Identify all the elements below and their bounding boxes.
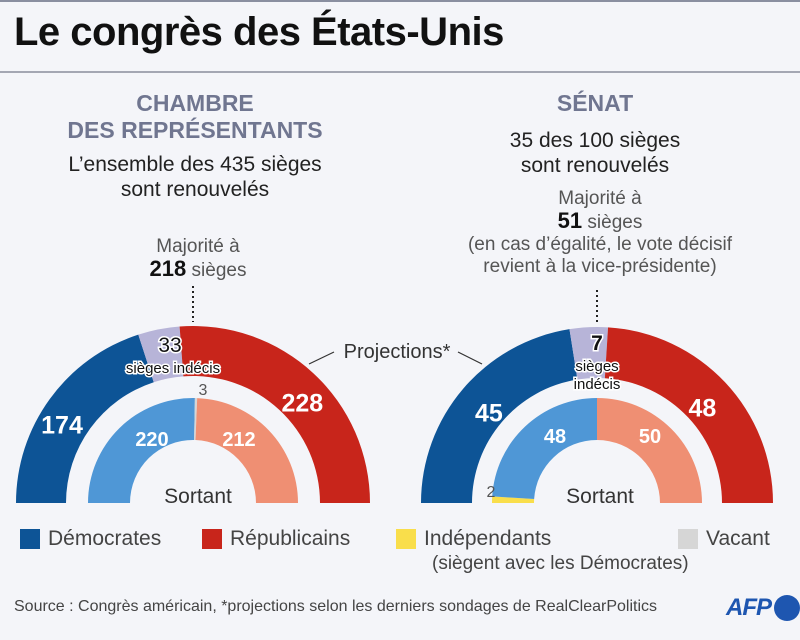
- senate-label-undecided-line1: sièges: [575, 358, 618, 375]
- senate-label-democrats: 45: [475, 400, 503, 428]
- house-label-undecided: 33: [158, 334, 181, 357]
- legend-item-republicans: Républicains: [202, 527, 350, 551]
- house-heading-line1: CHAMBRE: [136, 90, 254, 116]
- senate-sub-line2: sont renouvelés: [520, 154, 670, 177]
- house-arc-undecided: [138, 326, 184, 383]
- legend-label-independents: Indépendants: [424, 527, 552, 550]
- senate-sortant-arc-democrats: [492, 398, 597, 500]
- house-label-republicans: 228: [281, 390, 323, 418]
- senate-sub-line1: 35 des 100 sièges: [509, 129, 681, 152]
- senate-subheading: 35 des 100 sièges sont renouvelés: [445, 128, 745, 178]
- senate-sortant-label-democrats: 48: [544, 426, 566, 448]
- house-majority-number: 218: [149, 256, 187, 281]
- house-label-undecided-text: sièges indécis: [126, 360, 220, 377]
- senate-majority-line1: Majorité à: [558, 188, 642, 209]
- senate-note-line2: revient à la vice-présidente): [483, 256, 717, 277]
- house-label-democrats: 174: [41, 412, 83, 440]
- senate-majority-number: 51: [557, 208, 583, 233]
- legend-sublabel-independents: (siègent avec les Démocrates): [432, 553, 689, 574]
- legend-item-independents: Indépendants: [396, 527, 551, 551]
- projections-leader-house: [308, 351, 335, 365]
- senate-sortant-label-republicans: 50: [639, 426, 661, 448]
- house-sub-line2: sont renouvelés: [120, 178, 270, 201]
- senate-sortant-arc-republicans: [597, 398, 702, 503]
- afp-logo: AFP: [726, 594, 800, 622]
- legend-swatch-republicans: [202, 529, 222, 549]
- senate-sortant-label-independents: 2: [487, 484, 496, 501]
- house-arc-republicans: [179, 326, 370, 503]
- house-heading: CHAMBRE DES REPRÉSENTANTS: [40, 90, 350, 144]
- afp-logo-dot-icon: [774, 595, 800, 621]
- house-arc-democrats: [16, 334, 154, 503]
- legend-item-vacant: Vacant: [678, 527, 770, 551]
- senate-majority: Majorité à 51 sièges (en cas d’égalité, …: [440, 188, 760, 278]
- senate-sortant-title: Sortant: [566, 485, 634, 508]
- house-sortant-arc-republicans: [195, 398, 298, 503]
- senate-majority-unit: sièges: [587, 212, 643, 233]
- house-sortant-title: Sortant: [164, 485, 232, 508]
- house-subheading: L’ensemble des 435 sièges sont renouvelé…: [20, 152, 370, 202]
- senate-label-republicans: 48: [688, 394, 716, 422]
- house-heading-line2: DES REPRÉSENTANTS: [67, 117, 323, 143]
- house-majority: Majorité à 218 sièges: [100, 236, 296, 282]
- legend-label-republicans: Républicains: [230, 527, 351, 550]
- projections-label: Projections*: [344, 341, 451, 363]
- house-majority-unit: sièges: [191, 260, 247, 281]
- house-majority-line1: Majorité à: [156, 236, 240, 257]
- projections-leader-senate: [457, 351, 483, 365]
- legend-swatch-vacant: [678, 529, 698, 549]
- house-sortant-label-democrats: 220: [135, 429, 168, 451]
- legend-label-democrats: Démocrates: [48, 527, 162, 550]
- house-sortant-label-vacant: 3: [199, 382, 208, 399]
- legend-swatch-democrats: [20, 529, 40, 549]
- legend-label-vacant: Vacant: [706, 527, 770, 550]
- legend-swatch-independents: [396, 529, 416, 549]
- senate-arc-republicans: [604, 327, 773, 503]
- house-sub-line1: L’ensemble des 435 sièges: [68, 153, 322, 176]
- senate-label-undecided-line2: indécis: [574, 376, 621, 393]
- legend-item-democrats: Démocrates: [20, 527, 161, 551]
- house-majority-line2: 218 sièges: [100, 258, 296, 282]
- senate-arc-undecided: [569, 327, 609, 380]
- top-rule: [0, 0, 800, 2]
- senate-heading: SÉNAT: [556, 90, 634, 116]
- senate-label-undecided: 7: [591, 332, 603, 355]
- afp-logo-text: AFP: [726, 594, 772, 621]
- senate-majority-line2: 51 sièges: [440, 210, 760, 234]
- house-sortant-label-republicans: 212: [222, 429, 255, 451]
- house-sortant-arc-democrats: [88, 398, 195, 503]
- title-divider: [0, 71, 800, 73]
- senate-sortant-arc-independents: [492, 496, 535, 503]
- senate-arc-democrats: [421, 329, 578, 503]
- page-title: Le congrès des États-Unis: [14, 10, 504, 54]
- source-note: Source : Congrès américain, *projections…: [14, 598, 657, 615]
- senate-note-line1: (en cas d’égalité, le vote décisif: [467, 234, 733, 255]
- house-sortant-arc-vacant: [194, 398, 198, 441]
